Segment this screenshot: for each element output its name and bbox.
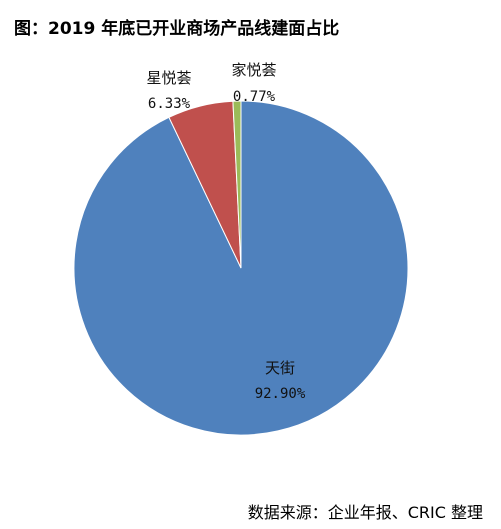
pie-slice-3 bbox=[232, 100, 242, 269]
slice-labels: 天街 92.90% 星悦荟 6.33% 家悦荟 0.77% bbox=[146, 61, 305, 402]
slice-name-label: 天街 bbox=[265, 359, 295, 377]
slice-name-label: 星悦荟 bbox=[146, 69, 191, 87]
slice-value-label: 6.33% bbox=[148, 96, 191, 112]
slice-value-label: 0.77% bbox=[233, 89, 276, 105]
data-source-note: 数据来源：企业年报、CRIC 整理 bbox=[247, 503, 483, 522]
slice-value-label: 92.90% bbox=[255, 386, 306, 402]
pie-slices bbox=[73, 100, 409, 436]
slice-name-label: 家悦荟 bbox=[231, 61, 276, 79]
chart-title: 图：2019 年底已开业商场产品线建面占比 bbox=[14, 19, 340, 39]
